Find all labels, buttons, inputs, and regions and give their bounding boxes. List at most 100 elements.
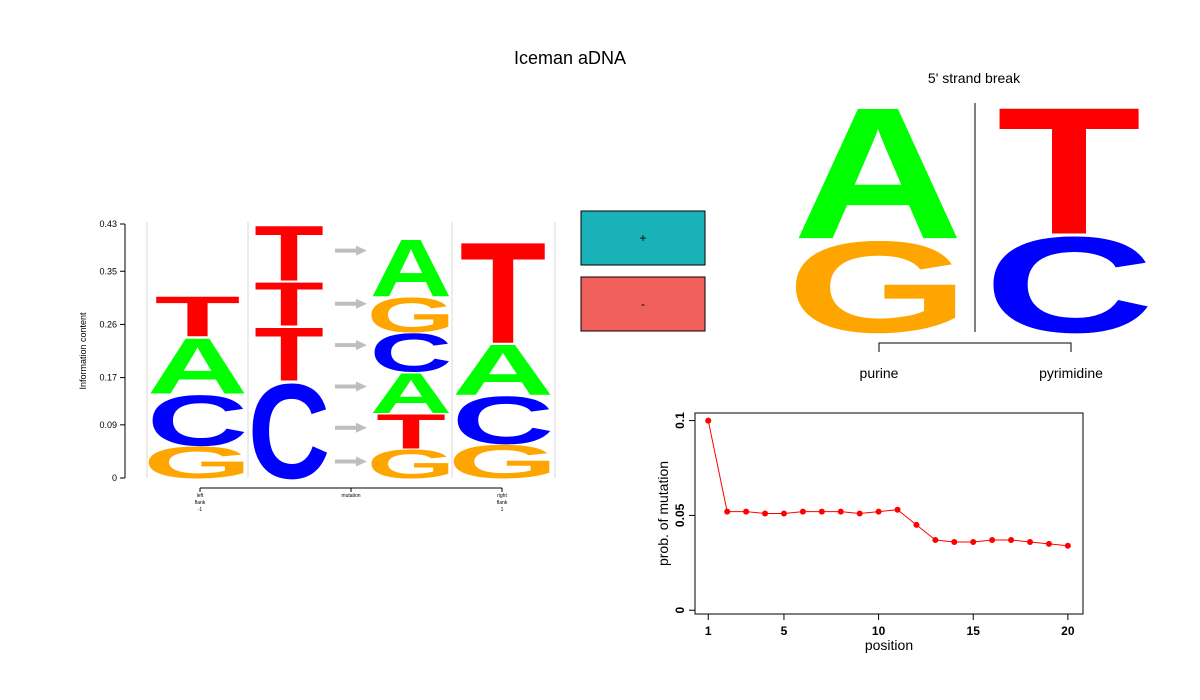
minus-strand-box <box>580 276 706 332</box>
mutation-arrow-head <box>356 298 367 309</box>
logo-letter-G: G <box>367 442 456 488</box>
logo-x-tick-label: -1 <box>198 507 203 513</box>
mutation-arrow <box>335 422 367 433</box>
purine-label: purine <box>860 365 899 381</box>
mutation-arrow <box>335 245 367 256</box>
logo-letter-C-glyph: C <box>147 380 248 461</box>
logo-letter-A-glyph: A <box>370 223 452 315</box>
y-tick-label: 0.1 <box>673 412 687 429</box>
logo-letter-T-glyph: T <box>155 284 241 348</box>
logo-y-tick-label: 0.26 <box>99 319 117 329</box>
logo-letter-A: A <box>370 361 452 425</box>
logo-x-tick-label: mutation <box>341 493 360 499</box>
data-point <box>913 521 920 528</box>
data-point <box>875 508 882 515</box>
logo-letter-G: G <box>367 288 456 343</box>
mutation-arrow <box>335 381 367 392</box>
logo-y-label: Information content <box>78 312 88 390</box>
logo-letter-C: C <box>452 382 554 459</box>
data-point <box>1008 537 1015 544</box>
mutation-arrow <box>335 298 367 309</box>
logo-letter-T: T <box>254 311 324 397</box>
logo-x-tick-label: right <box>497 493 507 499</box>
plus-strand-box-label: + <box>639 231 646 245</box>
logo-y-tick-label: 0.43 <box>99 219 117 229</box>
series-line <box>707 420 1068 547</box>
mutation-arrow-head <box>356 456 367 467</box>
data-point <box>951 538 958 545</box>
pyrimidine-label: pyrimidine <box>1039 365 1103 381</box>
data-point <box>837 508 844 515</box>
logo-letter-T-glyph: T <box>254 270 324 339</box>
data-point <box>989 537 996 544</box>
logo-letter-A: A <box>370 223 452 315</box>
data-point <box>705 417 712 424</box>
logo-y-tick-label: 0.35 <box>99 266 117 276</box>
mutation-logo-panel: 0 0.09 0.17 0.26 0.35 0.43 Information content… <box>78 209 558 513</box>
mutation-arrow-head <box>356 422 367 433</box>
logo-letter-G: G <box>143 438 252 488</box>
logo-y-tick-label: 0 <box>112 473 117 483</box>
mutation-arrow <box>335 456 367 467</box>
logo-letter-T: T <box>155 284 241 348</box>
logo-letter-A: A <box>147 322 248 411</box>
data-point <box>743 508 750 515</box>
strand-break-letter-C: C <box>984 208 1155 361</box>
logo-x-tick-label: flank <box>195 500 206 506</box>
logo-letter-T: T <box>254 270 324 339</box>
x-tick-label: 15 <box>967 624 981 638</box>
data-point <box>818 508 825 515</box>
data-point <box>970 538 977 545</box>
logo-letter-T-glyph: T <box>254 311 324 397</box>
logo-letter-T: T <box>254 209 324 297</box>
strand-break-letter-T: T <box>997 69 1141 272</box>
x-tick-label: 20 <box>1061 624 1075 638</box>
strand-break-letter-G-glyph: G <box>786 214 970 360</box>
y-tick-label: 0.05 <box>673 503 687 527</box>
mutation-arrow-head <box>356 245 367 256</box>
logo-letter-T-glyph: T <box>254 209 324 297</box>
strand-break-bracket <box>878 342 1072 352</box>
strand-break-title: 5' strand break <box>928 70 1021 86</box>
logo-x-tick-label: left <box>197 493 204 499</box>
logo-letter-C: C <box>147 380 248 461</box>
x-axis-label: position <box>865 637 913 653</box>
logo-letter-C-glyph: C <box>370 322 452 383</box>
logo-letter-T-glyph: T <box>460 214 547 375</box>
data-point <box>856 510 863 517</box>
strand-break-column: CT <box>984 69 1155 361</box>
strand-break-letter-A-glyph: A <box>793 69 964 278</box>
plot-frame <box>694 412 1084 615</box>
logo-letter-T-glyph: T <box>376 404 446 459</box>
data-point <box>932 537 939 544</box>
x-tick-label: 10 <box>872 624 886 638</box>
mutation-arrow-head <box>356 381 367 392</box>
data-point <box>799 508 806 515</box>
logo-letter-G: G <box>448 435 558 488</box>
data-point <box>724 508 731 515</box>
logo-x-tick-label: flank <box>497 500 508 506</box>
strand-break-letter-C-glyph: C <box>984 208 1155 361</box>
logo-letter-A-glyph: A <box>370 361 452 425</box>
logo-letter-G-glyph: G <box>367 442 456 488</box>
data-point <box>762 510 769 517</box>
x-tick-label: 1 <box>705 624 712 638</box>
data-point <box>1064 542 1071 549</box>
data-point <box>894 506 901 513</box>
logo-letter-G-glyph: G <box>143 438 252 488</box>
strand-break-letter-G: G <box>786 214 970 360</box>
data-point <box>1027 538 1034 545</box>
data-point <box>1045 540 1052 547</box>
logo-x-tick-label: 1 <box>501 507 504 513</box>
logo-y-tick-label: 0.09 <box>99 420 117 430</box>
logo-letter-G-glyph: G <box>448 435 558 488</box>
strand-panel: +- <box>580 210 706 332</box>
y-axis-label: prob. of mutation <box>655 461 671 566</box>
